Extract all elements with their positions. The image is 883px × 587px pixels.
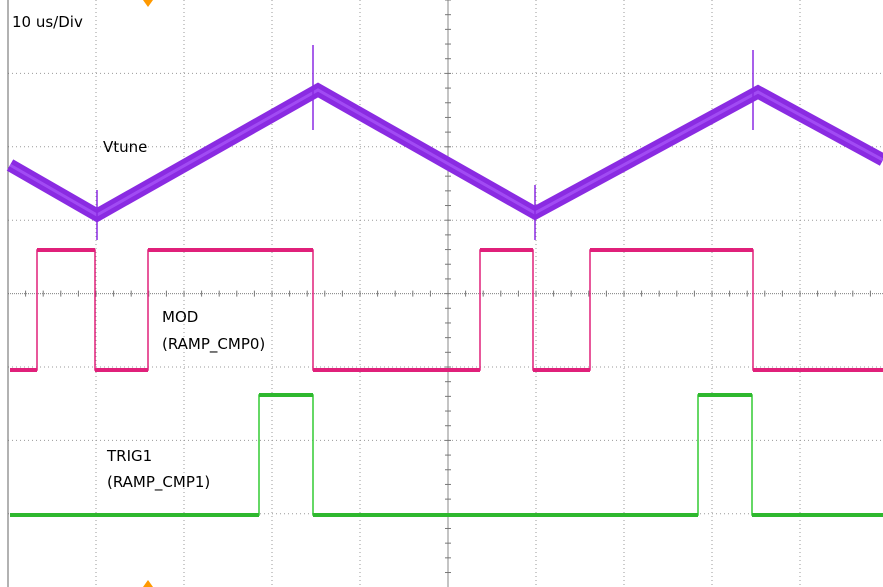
trace-sublabel: (RAMP_CMP0) xyxy=(162,335,265,354)
trace-label: TRIG1 xyxy=(106,447,152,465)
trigger-marker-top xyxy=(143,0,153,7)
graticule xyxy=(7,0,883,587)
timebase-label: 10 us/Div xyxy=(12,13,83,31)
trigger-marker-bottom xyxy=(143,580,153,587)
label-bg xyxy=(9,12,87,32)
trace-label: Vtune xyxy=(103,138,147,156)
mod-levels xyxy=(10,248,883,372)
vtune-spikes xyxy=(96,45,754,240)
vtune-trace-highlight xyxy=(9,88,883,217)
trace-label: MOD xyxy=(162,308,198,326)
trace-sublabel: (RAMP_CMP1) xyxy=(107,473,210,492)
trig1-levels xyxy=(10,393,883,517)
